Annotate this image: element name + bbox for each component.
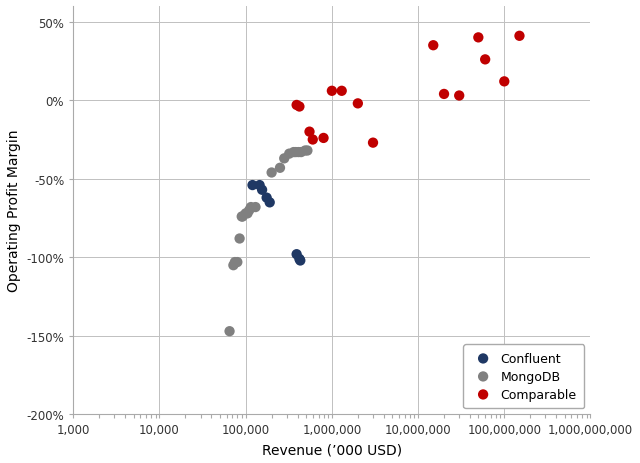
MongoDB [300, 148, 310, 155]
MongoDB [243, 210, 253, 218]
Comparable [428, 43, 438, 50]
Confluent [255, 182, 265, 189]
Comparable [439, 91, 449, 99]
Confluent [257, 187, 268, 194]
MongoDB [289, 149, 299, 156]
Comparable [499, 79, 509, 86]
Comparable [353, 100, 363, 108]
MongoDB [284, 150, 294, 158]
MongoDB [241, 210, 251, 218]
Comparable [294, 104, 305, 111]
Confluent [262, 194, 272, 202]
MongoDB [230, 259, 240, 266]
Comparable [368, 140, 378, 147]
Comparable [308, 137, 318, 144]
Confluent [291, 251, 301, 258]
Comparable [454, 93, 465, 100]
Legend: Confluent, MongoDB, Comparable: Confluent, MongoDB, Comparable [463, 344, 584, 408]
Confluent [248, 182, 258, 189]
MongoDB [228, 262, 239, 269]
Comparable [327, 88, 337, 95]
Comparable [473, 35, 483, 42]
MongoDB [225, 328, 235, 335]
MongoDB [302, 148, 312, 155]
MongoDB [237, 213, 247, 221]
X-axis label: Revenue (’000 USD): Revenue (’000 USD) [262, 442, 402, 456]
MongoDB [234, 235, 244, 243]
MongoDB [246, 204, 256, 211]
Comparable [480, 56, 490, 64]
MongoDB [232, 259, 243, 266]
Confluent [295, 257, 305, 265]
MongoDB [237, 213, 248, 221]
MongoDB [279, 155, 289, 163]
Comparable [515, 33, 525, 40]
MongoDB [266, 169, 276, 177]
Confluent [294, 256, 305, 263]
MongoDB [250, 204, 260, 211]
Comparable [305, 129, 315, 136]
MongoDB [244, 207, 254, 214]
Comparable [319, 135, 329, 142]
Y-axis label: Operating Profit Margin: Operating Profit Margin [7, 130, 21, 292]
MongoDB [296, 149, 307, 156]
Confluent [264, 199, 275, 206]
MongoDB [291, 149, 301, 156]
MongoDB [275, 165, 285, 172]
Comparable [337, 88, 347, 95]
MongoDB [293, 149, 303, 156]
Comparable [291, 102, 301, 109]
